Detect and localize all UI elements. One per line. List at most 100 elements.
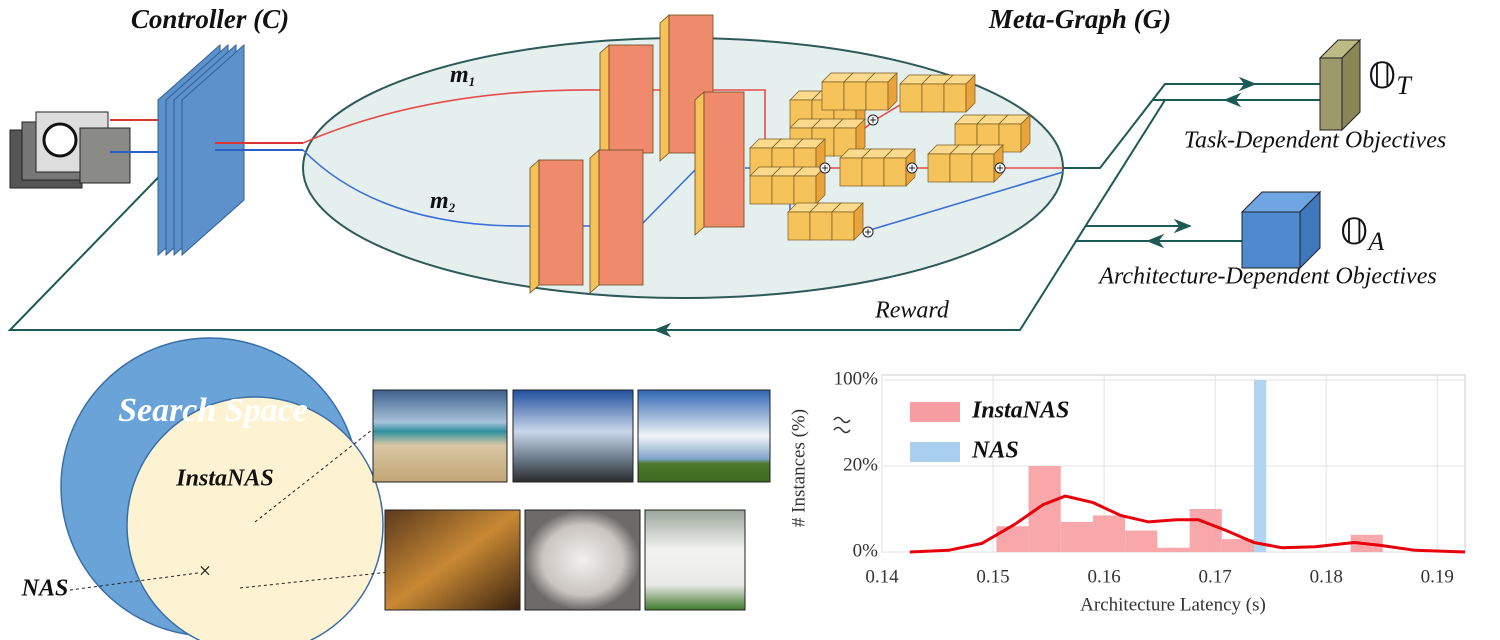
cube-front <box>821 81 845 111</box>
path-label-sub: 2 <box>448 200 456 215</box>
objective-front <box>1241 211 1301 269</box>
panda <box>42 122 78 158</box>
cube-front <box>899 83 923 113</box>
reward-label: Reward <box>874 298 950 324</box>
diagram: Controller (C) Meta-Graph (G) m1 m2 𝕆T T… <box>7 4 1446 640</box>
y-tick-label: 0% <box>853 540 879 561</box>
photo <box>637 389 771 483</box>
photo <box>512 389 634 483</box>
cube-front <box>749 175 773 205</box>
search-space-label: Search Space <box>118 392 308 429</box>
cube-side <box>855 118 866 157</box>
metagraph-title: Meta-Graph (G) <box>988 4 1171 34</box>
cube-front <box>831 211 855 241</box>
layer-side <box>659 14 670 162</box>
cube-front <box>771 175 795 205</box>
cube-side <box>965 74 976 113</box>
histogram-bar <box>1189 509 1222 552</box>
cube-front <box>971 153 995 183</box>
cube-side <box>1020 114 1031 153</box>
cube-front <box>921 83 945 113</box>
feedback-line <box>1063 83 1320 169</box>
layer-face <box>538 159 584 286</box>
y-tick-label: 20% <box>843 454 878 475</box>
add-node-sign <box>865 229 871 235</box>
nas-marker: × <box>199 558 211 583</box>
legend-swatch <box>910 442 960 462</box>
layer-side <box>529 159 540 294</box>
axis-break <box>833 416 851 434</box>
histogram-bar <box>1060 521 1093 552</box>
objective-symbol-sub: T <box>1396 71 1412 100</box>
x-tick-label: 0.15 <box>976 566 1009 587</box>
histogram-bar <box>1254 380 1267 552</box>
photo <box>524 509 641 611</box>
path-label-base: m <box>450 62 469 88</box>
objective-symbol-sub: A <box>1366 227 1384 256</box>
legend-label: NAS <box>971 438 1019 464</box>
x-tick-label: 0.19 <box>1421 566 1454 587</box>
cube-front <box>787 211 811 241</box>
y-axis-label: # Instances (%) <box>788 409 809 527</box>
nas-label: NAS <box>21 576 69 602</box>
layer-side <box>694 91 705 236</box>
add-node-sign <box>909 165 915 171</box>
pointer <box>254 421 383 523</box>
cube-side <box>887 72 898 111</box>
layer-side <box>589 149 600 294</box>
x-tick-label: 0.17 <box>1199 566 1232 587</box>
layer-face <box>703 91 745 228</box>
histogram-bar <box>1092 515 1126 552</box>
objective-side <box>1341 38 1361 132</box>
cube-front <box>949 153 973 183</box>
add-node-sign <box>870 117 876 123</box>
histogram-bar <box>1028 466 1061 552</box>
histogram-bar <box>1221 539 1255 552</box>
layer-face <box>608 44 654 154</box>
photo <box>384 509 521 611</box>
x-tick-label: 0.14 <box>865 566 899 587</box>
y-tick-label: 100% <box>834 368 879 389</box>
histogram-bar <box>996 526 1029 552</box>
controller-title: Controller (C) <box>131 4 289 34</box>
cube-front <box>883 157 907 187</box>
x-tick-label: 0.18 <box>1310 566 1343 587</box>
feedback-line <box>1075 225 1190 242</box>
chart: Architecture Latency (s) # Instances (%)… <box>788 368 1466 615</box>
cube-front <box>809 211 833 241</box>
controller-layer <box>181 43 245 257</box>
objective-front <box>1319 57 1343 131</box>
input-photo <box>79 127 131 184</box>
instanas-space <box>126 396 384 640</box>
layer-side <box>599 44 610 162</box>
objective-symbol: 𝕆T <box>1368 56 1412 100</box>
legend-label: InstaNAS <box>971 398 1069 424</box>
x-tick-label: 0.16 <box>1087 566 1120 587</box>
legend-swatch <box>910 402 960 422</box>
task-label: Task-Dependent Objectives <box>1184 128 1446 154</box>
cube-front <box>843 81 867 111</box>
cube-front <box>793 175 817 205</box>
cube-front <box>865 81 889 111</box>
objective-symbol: 𝕆A <box>1340 212 1384 256</box>
path-label-base: m <box>430 188 449 214</box>
x-axis-label: Architecture Latency (s) <box>1080 594 1266 615</box>
histogram-bar <box>1125 530 1158 552</box>
objective-symbol-base: 𝕆 <box>1340 212 1368 252</box>
plot-area <box>881 374 1466 553</box>
pointer <box>239 571 391 589</box>
path-label: m2 <box>430 188 456 215</box>
density-curve <box>909 494 1466 554</box>
cube-front <box>927 153 951 183</box>
cube-front <box>839 157 863 187</box>
reward-line <box>7 99 1166 331</box>
instanas-label: InstaNAS <box>175 466 273 492</box>
photo <box>644 509 746 611</box>
add-node-sign <box>997 165 1003 171</box>
path-label-sub: 1 <box>469 74 476 89</box>
cube-front <box>943 83 967 113</box>
objective-side <box>1299 190 1321 270</box>
objective-symbol-base: 𝕆 <box>1368 56 1396 96</box>
cube-front <box>861 157 885 187</box>
